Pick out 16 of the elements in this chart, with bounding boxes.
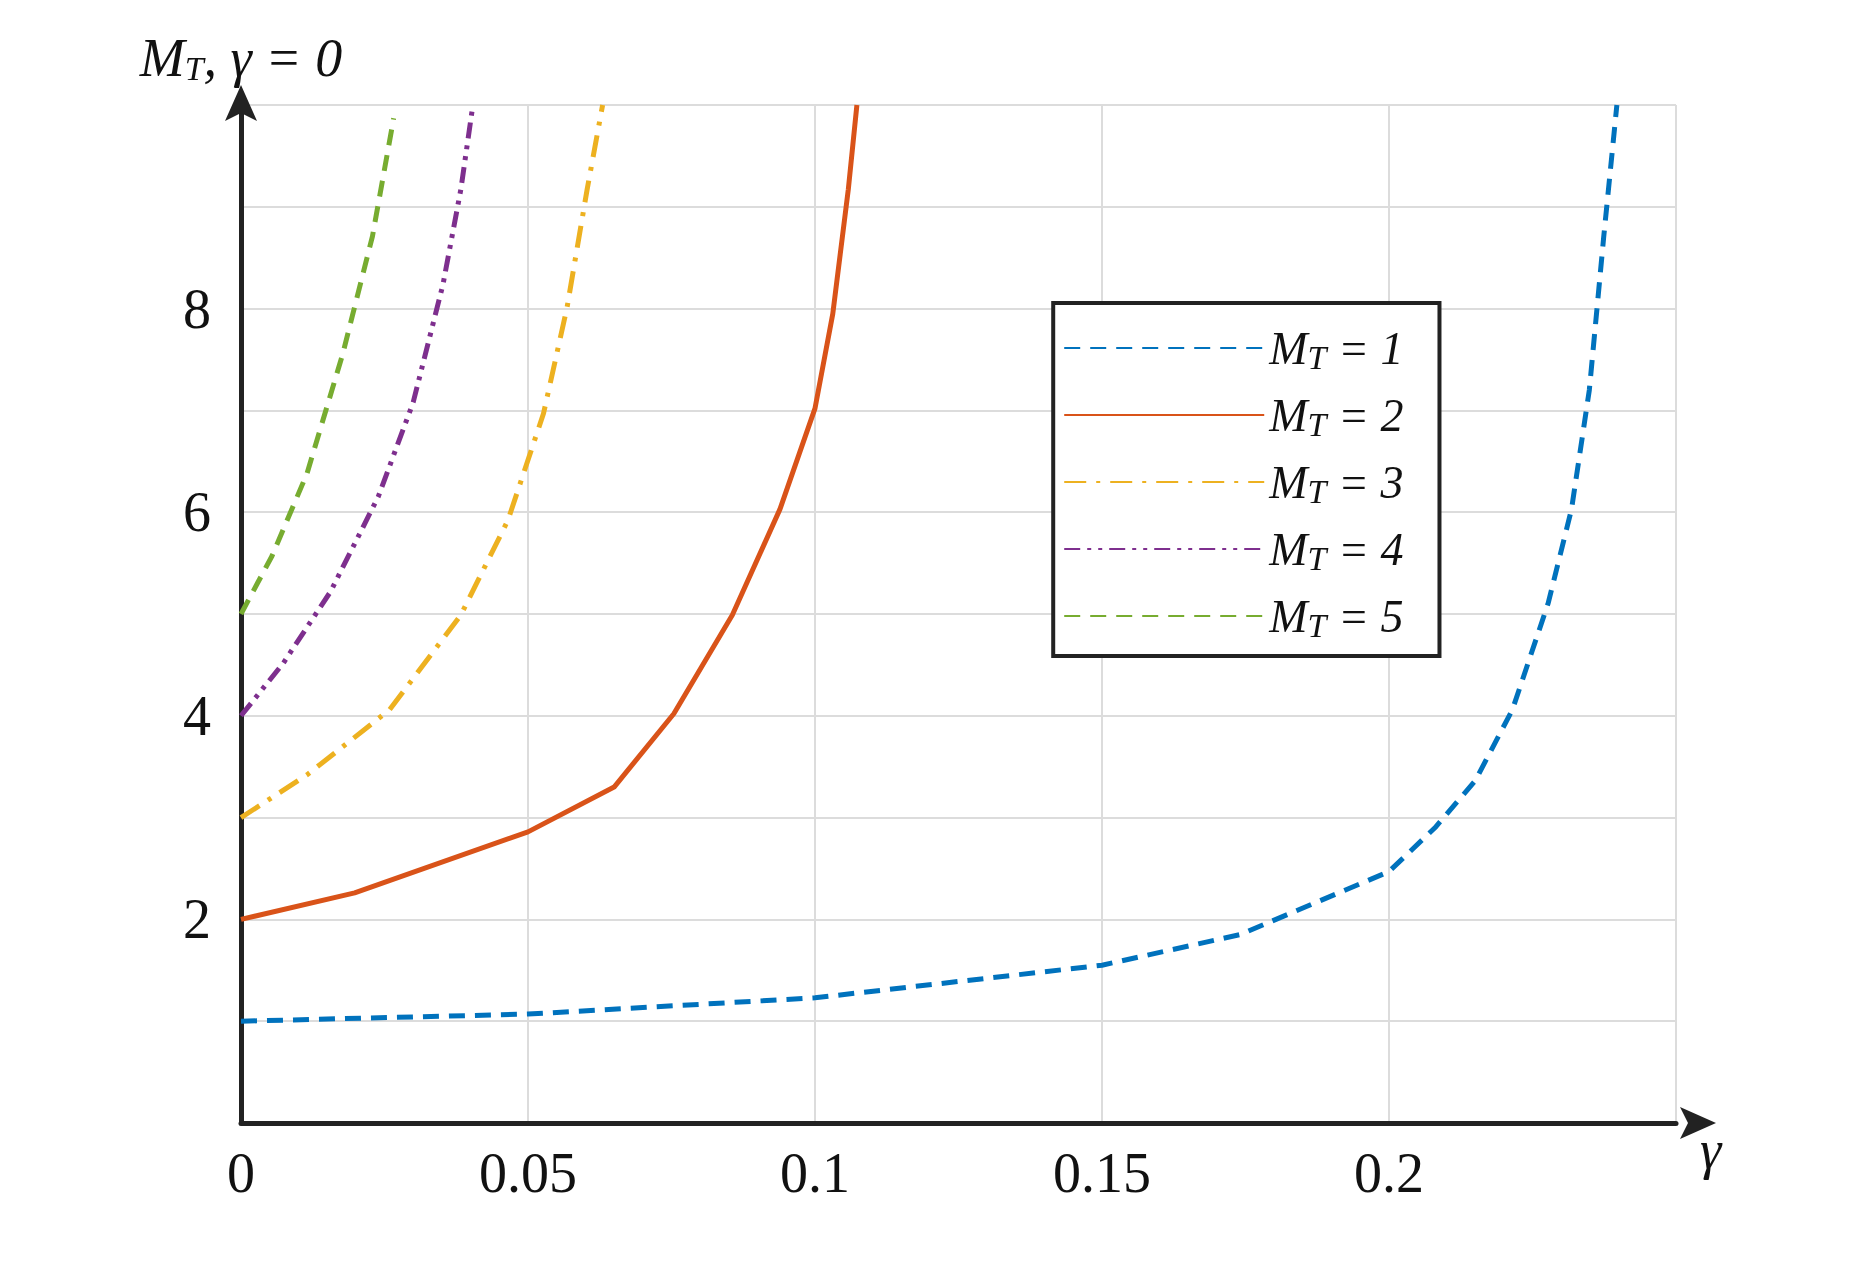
y-tick-label: 4 <box>183 684 211 747</box>
y-tick-label: 2 <box>183 888 211 951</box>
legend-label: MT = 4 <box>1268 523 1404 577</box>
x-tick-label: 0.15 <box>1053 1142 1151 1204</box>
y-tick-label: 6 <box>183 481 211 544</box>
legend-label: MT = 1 <box>1268 322 1404 376</box>
legend-label: MT = 5 <box>1268 590 1404 644</box>
x-axis-title: γ <box>1700 1120 1723 1180</box>
y-axis-title: MT, γ = 0 <box>138 28 343 88</box>
y-tick-label: 8 <box>183 277 211 340</box>
legend-label: MT = 3 <box>1268 456 1404 510</box>
x-tick-label: 0.2 <box>1354 1142 1424 1204</box>
legend-label: MT = 2 <box>1268 389 1404 443</box>
x-tick-label: 0.1 <box>780 1142 850 1204</box>
x-tick-label: 0.05 <box>479 1142 577 1204</box>
x-tick-label: 0 <box>227 1142 255 1204</box>
